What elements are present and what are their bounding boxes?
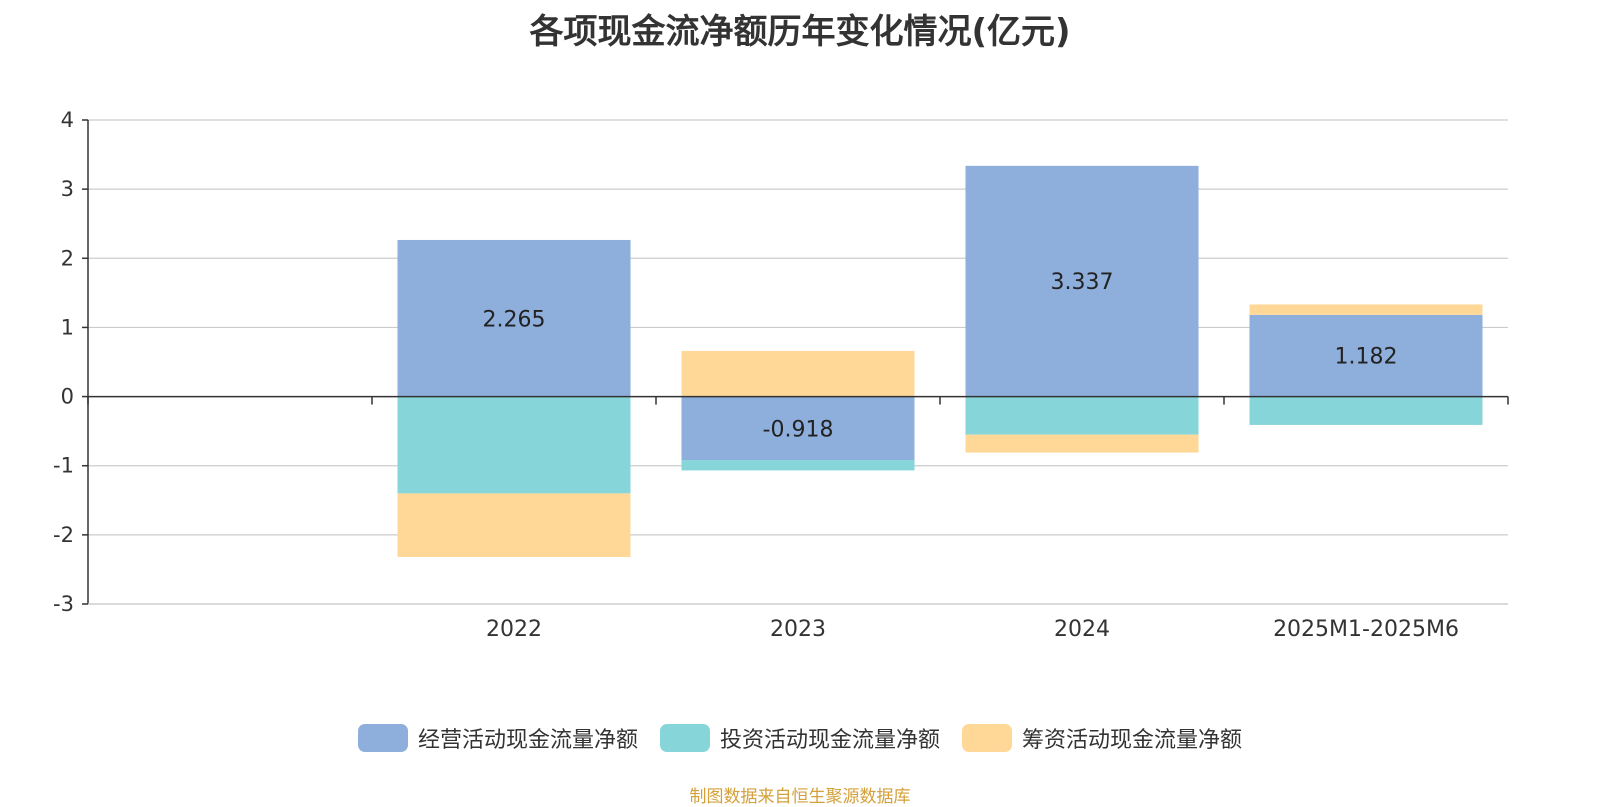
- bar-2025M1-2025M6-series-2: [1249, 304, 1483, 315]
- bar-2023-series-1: [681, 460, 915, 471]
- legend-label-investing: 投资活动现金流量净额: [719, 728, 940, 753]
- y-tick-label: -2: [53, 523, 74, 547]
- chart-title: 各项现金流净额历年变化情况(亿元): [529, 12, 1071, 52]
- bars: [397, 165, 1483, 557]
- x-tick-label: 2023: [770, 617, 826, 642]
- y-tick-label: 3: [61, 177, 74, 201]
- x-tick-label: 2022: [486, 617, 542, 642]
- legend-swatch-financing: [962, 724, 1012, 752]
- legend-item-investing[interactable]: 投资活动现金流量净额: [659, 722, 940, 754]
- y-tick-label: -3: [53, 592, 74, 616]
- data-label: -0.918: [763, 417, 834, 442]
- x-tick-label: 2024: [1054, 617, 1110, 642]
- source-note: 制图数据来自恒生聚源数据库: [689, 787, 911, 807]
- data-label: 1.182: [1335, 345, 1398, 370]
- data-label: 2.265: [483, 307, 546, 332]
- x-tick-label: 2025M1-2025M6: [1273, 617, 1459, 642]
- bar-2025M1-2025M6-series-0: [1249, 314, 1483, 397]
- y-tick-label: 0: [61, 385, 74, 409]
- legend-swatch-operating: [357, 724, 408, 752]
- y-tick-label: 1: [61, 315, 74, 339]
- bar-2023-series-0: [681, 396, 915, 461]
- bar-2024-series-1: [965, 396, 1199, 435]
- legend-swatch-investing: [659, 724, 710, 752]
- legend-label-operating: 经营活动现金流量净额: [417, 728, 638, 753]
- bar-2025M1-2025M6-series-1: [1249, 396, 1483, 425]
- y-tick-label: -1: [53, 454, 74, 478]
- legend: 经营活动现金流量净额 投资活动现金流量净额 筹资活动现金流量净额: [0, 722, 1600, 754]
- bar-2022-series-2: [397, 493, 631, 557]
- data-labels: 2.265 -0.918 3.337 1.182: [483, 270, 1398, 442]
- bar-2024-series-0: [965, 165, 1199, 397]
- legend-item-operating[interactable]: 经营活动现金流量净额: [357, 722, 638, 754]
- data-label: 3.337: [1051, 270, 1114, 295]
- chart-plot: 4 3 2 1 0 -1 -2 -3 2022 2023 2024 2025M1-2025M6 2.2…: [53, 108, 1509, 642]
- y-tick-label: 4: [61, 108, 74, 132]
- bar-2023-series-2: [681, 350, 915, 397]
- bar-2022-series-0: [397, 239, 631, 397]
- bar-2024-series-2: [965, 434, 1199, 453]
- y-tick-label: 2: [61, 246, 74, 270]
- legend-item-financing[interactable]: 筹资活动现金流量净额: [962, 722, 1242, 754]
- axes: 4 3 2 1 0 -1 -2 -3 2022 2023 2024 2025M1-2025M6: [53, 108, 1509, 642]
- bar-2022-series-1: [397, 396, 631, 494]
- legend-label-financing: 筹资活动现金流量净额: [1022, 728, 1243, 753]
